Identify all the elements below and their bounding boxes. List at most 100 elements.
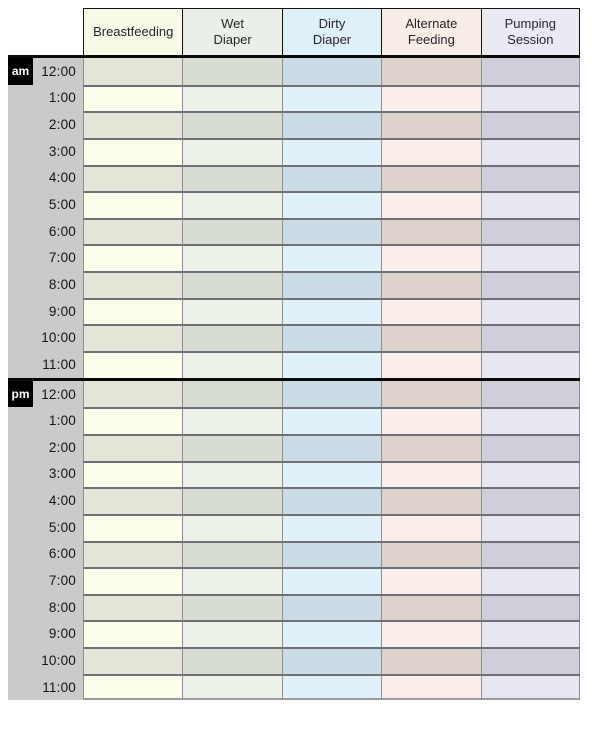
- time-label: 1:00: [48, 413, 76, 429]
- log-cell: [480, 271, 580, 298]
- log-cell: [381, 380, 481, 408]
- log-cell: [281, 137, 382, 165]
- log-cell: [480, 217, 580, 245]
- time-cell: 10:00: [8, 324, 83, 352]
- log-cell: [281, 324, 382, 352]
- log-cell: [182, 380, 282, 408]
- table-row: 5:00: [8, 513, 580, 541]
- log-cell: [83, 460, 183, 488]
- time-cell: 1:00: [8, 407, 83, 434]
- log-cell: [83, 540, 183, 568]
- log-cell: [480, 58, 580, 85]
- table-row: am 12:00: [8, 58, 580, 85]
- time-label: 11:00: [42, 356, 76, 372]
- time-cell: 5:00: [8, 191, 83, 218]
- time-label: 10:00: [41, 652, 76, 668]
- header-corner-spacer: [8, 8, 83, 55]
- log-cell: [480, 380, 580, 408]
- log-cell: [83, 217, 183, 245]
- log-cell: [182, 58, 282, 85]
- time-cell: 5:00: [8, 513, 83, 541]
- log-cell: [281, 567, 382, 594]
- table-body: am 12:00 1:00 2:00 3:00 4:00 5:00 6:00 7:00 8:00 9…: [8, 55, 580, 701]
- log-cell: [83, 191, 183, 218]
- time-label: 1:00: [48, 90, 76, 106]
- time-cell: 7:00: [8, 567, 83, 594]
- table-row: 1:00: [8, 407, 580, 434]
- log-cell: [381, 673, 481, 701]
- log-cell: [281, 540, 382, 568]
- log-cell: [480, 433, 580, 461]
- time-cell: 3:00: [8, 137, 83, 165]
- table-row: 10:00: [8, 324, 580, 352]
- time-cell: 11:00: [8, 673, 83, 701]
- column-header-breastfeeding: Breastfeeding: [83, 8, 183, 55]
- log-cell: [281, 433, 382, 461]
- log-cell: [83, 271, 183, 298]
- log-cell: [182, 513, 282, 541]
- table-row: 9:00: [8, 297, 580, 325]
- time-label: 11:00: [42, 679, 76, 695]
- log-cell: [182, 84, 282, 112]
- log-cell: [281, 244, 382, 272]
- log-cell: [480, 164, 580, 192]
- log-cell: [83, 380, 183, 408]
- time-label: 8:00: [48, 599, 76, 615]
- log-cell: [281, 513, 382, 541]
- log-cell: [281, 351, 382, 378]
- log-cell: [381, 271, 481, 298]
- time-cell: 4:00: [8, 164, 83, 192]
- time-label: 9:00: [48, 303, 76, 319]
- log-cell: [182, 191, 282, 218]
- log-cell: [381, 137, 481, 165]
- log-cell: [381, 540, 481, 568]
- log-cell: [480, 487, 580, 514]
- log-cell: [182, 433, 282, 461]
- log-cell: [480, 84, 580, 112]
- time-label: 9:00: [48, 626, 76, 642]
- time-cell: pm 12:00: [8, 380, 83, 408]
- table-row: 2:00: [8, 433, 580, 461]
- log-cell: [480, 647, 580, 674]
- time-cell: am 12:00: [8, 58, 83, 85]
- time-label: 8:00: [48, 276, 76, 292]
- log-cell: [381, 460, 481, 488]
- time-cell: 10:00: [8, 647, 83, 674]
- time-label: 3:00: [48, 466, 76, 482]
- table-row: 1:00: [8, 84, 580, 112]
- log-cell: [381, 647, 481, 674]
- log-cell: [83, 324, 183, 352]
- log-cell: [381, 487, 481, 514]
- table-row: 8:00: [8, 271, 580, 298]
- log-cell: [281, 593, 382, 621]
- log-cell: [281, 111, 382, 138]
- time-cell: 8:00: [8, 271, 83, 298]
- time-label: 7:00: [48, 250, 76, 266]
- time-cell: 11:00: [8, 351, 83, 378]
- log-cell: [381, 297, 481, 325]
- column-header-pumping-session: Pumping Session: [480, 8, 580, 55]
- log-cell: [182, 487, 282, 514]
- log-cell: [381, 567, 481, 594]
- log-cell: [381, 191, 481, 218]
- log-cell: [480, 620, 580, 648]
- log-cell: [281, 380, 382, 408]
- table-row: 7:00: [8, 567, 580, 594]
- time-cell: 7:00: [8, 244, 83, 272]
- log-cell: [281, 647, 382, 674]
- column-header-wet-diaper: Wet Diaper: [182, 8, 282, 55]
- log-cell: [182, 593, 282, 621]
- time-label: 12:00: [41, 386, 76, 402]
- table-header-row: Breastfeeding Wet Diaper Dirty Diaper Al…: [8, 8, 580, 55]
- log-cell: [182, 567, 282, 594]
- log-cell: [381, 620, 481, 648]
- table-row: 3:00: [8, 137, 580, 165]
- time-label: 2:00: [48, 439, 76, 455]
- log-cell: [83, 487, 183, 514]
- log-cell: [182, 217, 282, 245]
- log-cell: [182, 271, 282, 298]
- table-row: 8:00: [8, 593, 580, 621]
- log-cell: [83, 84, 183, 112]
- log-cell: [83, 164, 183, 192]
- column-header-alternate-feeding: Alternate Feeding: [381, 8, 481, 55]
